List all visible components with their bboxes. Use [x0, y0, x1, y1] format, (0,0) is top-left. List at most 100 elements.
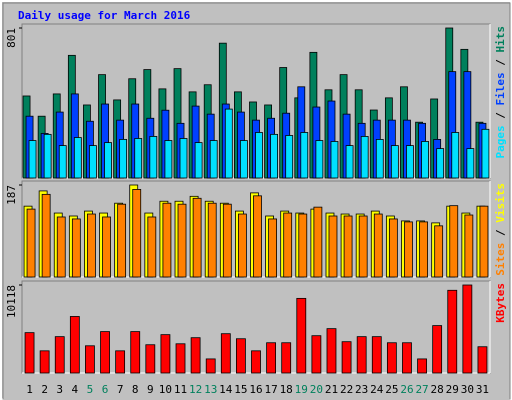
bar — [69, 316, 80, 374]
x-tick-label: 7 — [117, 383, 124, 396]
bar — [300, 132, 309, 179]
bar — [255, 132, 263, 179]
legend-entry: Pages — [494, 125, 507, 158]
bar — [238, 213, 247, 278]
bar — [177, 203, 187, 278]
bar — [56, 216, 66, 278]
bar — [451, 132, 460, 179]
x-tick-label: 9 — [147, 383, 154, 396]
bar — [447, 289, 458, 374]
bar — [360, 136, 369, 179]
bar — [41, 193, 51, 278]
bar — [119, 139, 128, 179]
x-tick-label: 11 — [174, 383, 187, 396]
bar — [421, 141, 429, 179]
bar — [479, 205, 489, 278]
bar — [466, 148, 475, 179]
bar — [375, 139, 384, 179]
bar — [388, 218, 398, 278]
bar — [179, 138, 188, 179]
bar — [419, 221, 428, 278]
x-tick-label: 28 — [431, 383, 444, 396]
x-tick-label: 3 — [56, 383, 63, 396]
legend: KBytes — [494, 283, 507, 323]
bar — [436, 148, 445, 179]
bar — [432, 325, 443, 374]
legend-entry: Files — [494, 72, 507, 105]
legend-separator: / — [494, 53, 507, 73]
bar — [43, 133, 52, 179]
x-tick-label: 16 — [249, 383, 262, 396]
chart-title: Daily usage for March 2016 — [18, 9, 191, 22]
bar — [296, 297, 307, 374]
bar — [406, 145, 414, 179]
bar — [371, 336, 382, 374]
x-tick-label: 6 — [102, 383, 109, 396]
x-tick-label: 13 — [204, 383, 217, 396]
x-tick-label: 21 — [325, 383, 338, 396]
x-tick-label: 14 — [219, 383, 233, 396]
bar — [281, 342, 292, 374]
bar — [283, 212, 293, 278]
x-tick-label: 8 — [132, 383, 139, 396]
bar — [298, 213, 308, 278]
x-tick-label: 30 — [461, 383, 474, 396]
bar — [343, 215, 353, 278]
bar — [358, 215, 368, 278]
bar — [313, 206, 323, 278]
bar — [132, 189, 142, 278]
bar — [209, 140, 218, 179]
x-tick-label: 26 — [400, 383, 413, 396]
legend: Pages / Files / Hits — [494, 26, 507, 159]
x-tick-label: 5 — [87, 383, 94, 396]
x-tick-label: 15 — [234, 383, 247, 396]
bar — [58, 145, 67, 179]
x-tick-label: 24 — [370, 383, 384, 396]
bar — [417, 358, 427, 374]
bar — [326, 328, 337, 374]
x-tick-label: 1 — [26, 383, 33, 396]
bar — [73, 137, 82, 179]
bar — [251, 350, 261, 374]
bar — [162, 202, 172, 278]
bar — [194, 142, 203, 179]
bar — [160, 334, 171, 374]
x-tick-label: 25 — [385, 383, 398, 396]
bar — [87, 213, 96, 278]
bar — [102, 216, 111, 278]
y-tick-label: 10118 — [5, 285, 18, 318]
bar — [240, 140, 248, 179]
bar — [341, 341, 352, 374]
legend-entry: Hits — [494, 26, 507, 53]
bar — [71, 218, 81, 278]
bar — [285, 135, 294, 179]
x-tick-label: 27 — [415, 383, 428, 396]
x-tick-label: 10 — [159, 383, 172, 396]
bar — [481, 128, 490, 179]
x-tick-label: 22 — [340, 383, 353, 396]
bar — [462, 284, 473, 374]
bar — [220, 333, 231, 374]
x-tick-label: 20 — [310, 383, 323, 396]
bar — [134, 138, 143, 179]
bar — [373, 213, 383, 278]
bar — [104, 142, 112, 179]
bar — [24, 332, 35, 374]
bar — [89, 145, 97, 179]
legend-separator: / — [494, 223, 507, 243]
bar — [434, 225, 444, 278]
legend-separator: / — [494, 106, 507, 126]
bar — [356, 336, 367, 374]
legend-entry: Visits — [494, 183, 507, 223]
bar — [345, 145, 354, 179]
x-tick-label: 19 — [295, 383, 308, 396]
bar — [117, 203, 127, 278]
x-tick-label: 23 — [355, 383, 368, 396]
bar — [54, 336, 65, 374]
bar — [268, 218, 277, 278]
bar — [164, 140, 173, 179]
bar — [207, 202, 217, 278]
x-tick-label: 29 — [446, 383, 459, 396]
